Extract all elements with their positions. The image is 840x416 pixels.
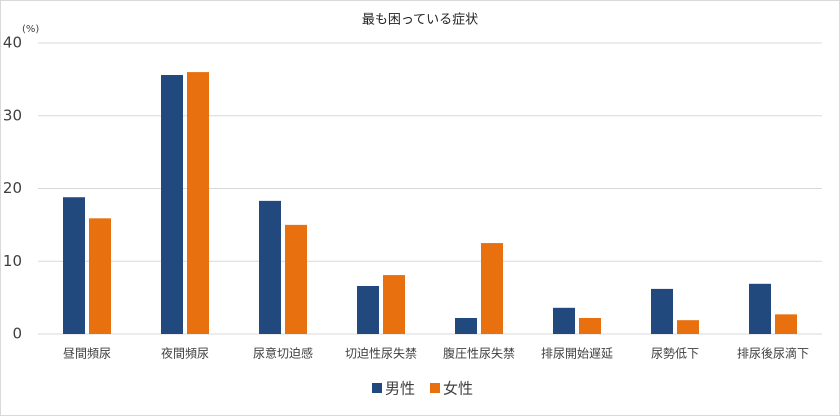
bar	[553, 307, 575, 334]
bar	[749, 283, 771, 334]
bar	[775, 314, 797, 334]
bar	[579, 317, 601, 334]
x-tick-label: 切迫性尿失禁	[345, 346, 417, 361]
bar	[677, 320, 699, 334]
bar	[455, 317, 477, 334]
y-tick-label: 30	[3, 106, 22, 124]
legend-label: 男性	[385, 380, 415, 398]
x-tick-label: 尿意切迫感	[253, 346, 313, 361]
y-tick-label: 10	[3, 252, 22, 270]
x-tick-label: 昼間頻尿	[63, 347, 111, 361]
legend-swatch	[372, 383, 382, 393]
legend-label: 女性	[443, 380, 473, 398]
bar	[63, 197, 85, 334]
legend-swatch	[430, 383, 440, 393]
y-axis-unit: (%)	[22, 24, 39, 35]
bar	[383, 275, 405, 334]
bar	[357, 285, 379, 334]
bar	[187, 72, 209, 334]
bar	[89, 218, 111, 334]
y-tick-label: 20	[3, 179, 22, 197]
x-tick-label: 排尿後尿滴下	[737, 346, 809, 361]
bar	[259, 200, 281, 334]
bar	[161, 75, 183, 334]
y-tick-label: 40	[3, 34, 22, 52]
y-tick-label: 0	[12, 325, 22, 343]
chart-title: 最も困っている症状	[362, 13, 478, 28]
bar	[651, 288, 673, 334]
x-tick-label: 夜間頻尿	[161, 346, 209, 361]
x-tick-label: 腹圧性尿失禁	[443, 346, 515, 361]
bar	[285, 224, 307, 334]
x-tick-label: 尿勢低下	[651, 346, 699, 361]
x-tick-label: 排尿開始遅延	[541, 347, 613, 361]
bar	[481, 243, 503, 334]
